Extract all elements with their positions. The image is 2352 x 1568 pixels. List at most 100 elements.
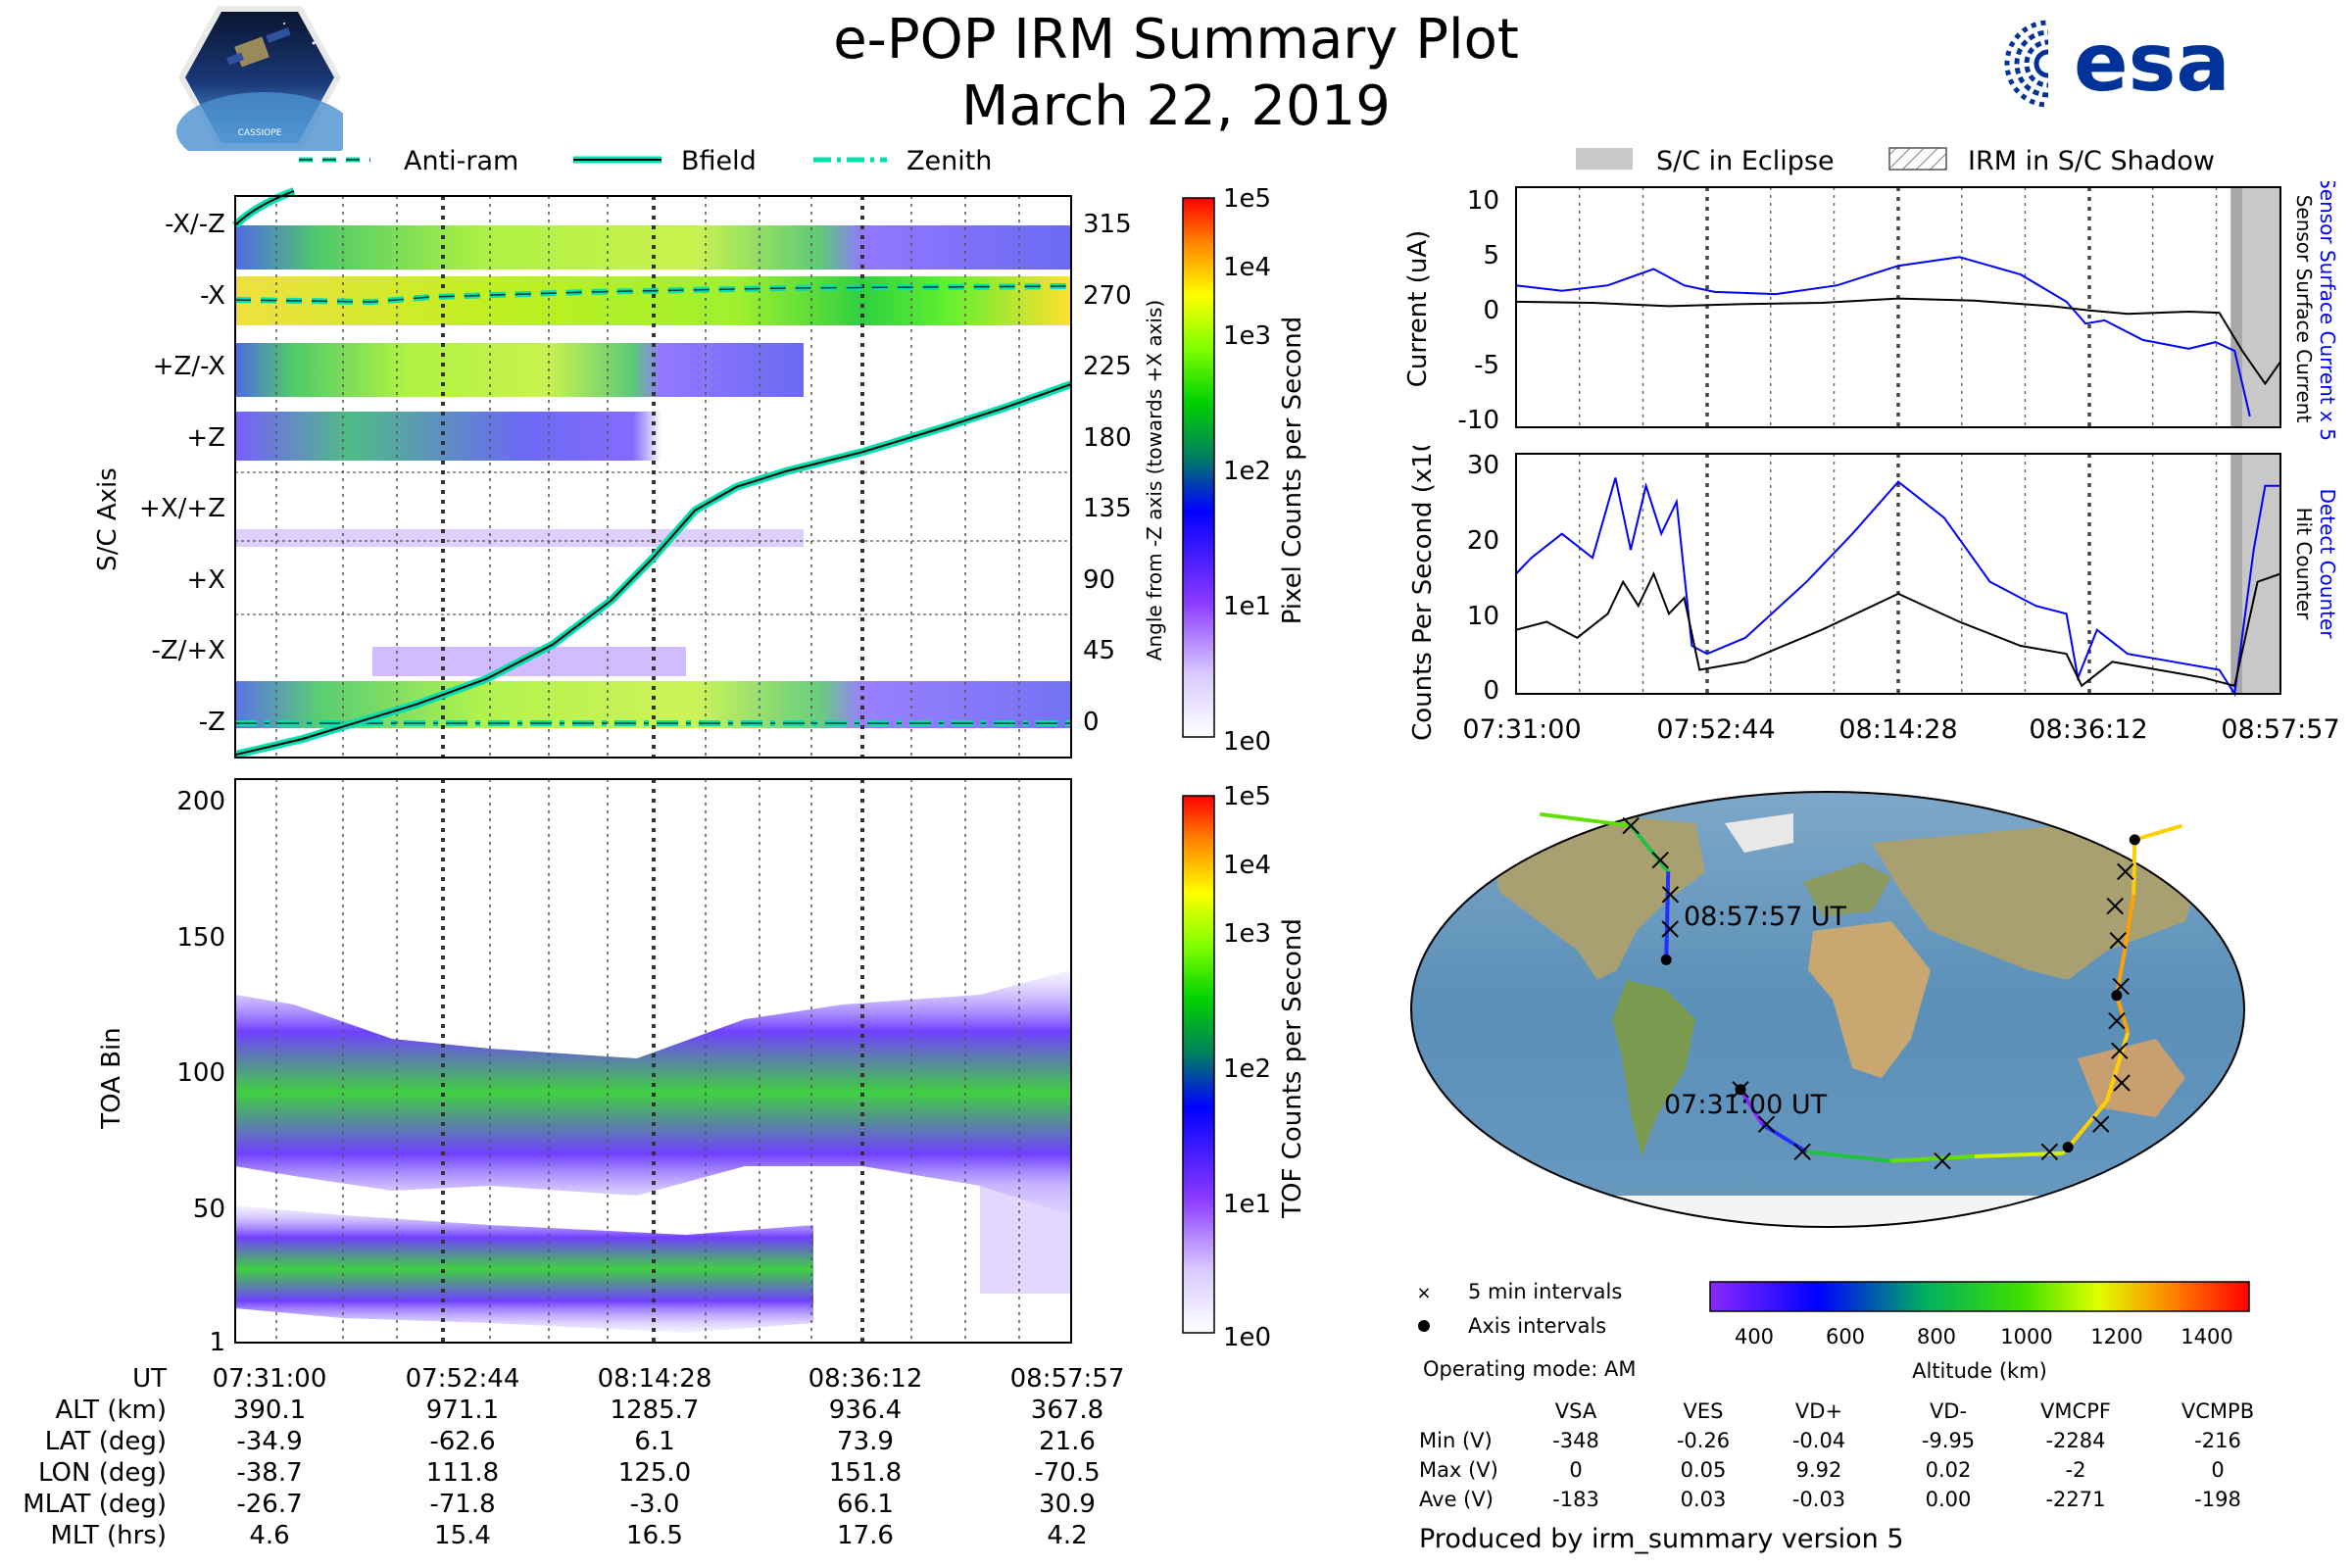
orbit-5min-marker xyxy=(1661,920,1679,938)
angle-tick-135: 135 xyxy=(1083,494,1132,523)
toa-lower-band xyxy=(235,1205,813,1333)
orbit-cell: 151.8 xyxy=(828,1458,903,1488)
orbit-row-label: LON (deg) xyxy=(37,1458,167,1488)
orbit-row-label: LAT (deg) xyxy=(44,1427,167,1456)
voltage-cell: 0 xyxy=(2211,1458,2225,1482)
tof-cbar-tick-1e4: 1e4 xyxy=(1223,851,1271,880)
orbit-segment xyxy=(1739,1088,1764,1126)
voltage-cell: -198 xyxy=(2194,1488,2241,1511)
footer: Produced by irm_summary version 5 xyxy=(1419,1524,1904,1554)
anti-ram-core xyxy=(234,285,1072,303)
angle-tick-270: 270 xyxy=(1083,281,1132,311)
voltage-cell: -0.03 xyxy=(1791,1488,1846,1511)
counts-right-blue: Detect Counter xyxy=(2316,489,2339,640)
orbit-row-label: MLAT (deg) xyxy=(23,1490,167,1519)
map-legend: × 5 min intervals Axis intervals Operati… xyxy=(1416,1280,2250,1383)
x-tick-1: 07:52:44 xyxy=(1656,714,1775,745)
orbit-cell: 21.6 xyxy=(1039,1427,1096,1456)
orbit-track xyxy=(1540,811,2183,1170)
orbit-segment xyxy=(1629,824,1670,873)
tof-cbar-tick-1e0: 1e0 xyxy=(1223,1323,1271,1352)
alt-tick-1400: 1400 xyxy=(2180,1325,2232,1348)
counts-tick-30: 30 xyxy=(1467,451,1499,480)
series-line xyxy=(1515,477,2280,697)
counts-tick-20: 20 xyxy=(1467,526,1499,556)
voltage-cell: -183 xyxy=(1552,1488,1599,1511)
tof-cbar-tick-1e1: 1e1 xyxy=(1223,1190,1271,1219)
orbit-cell: 30.9 xyxy=(1039,1490,1096,1519)
x-tick-3: 08:36:12 xyxy=(2029,714,2147,745)
orbit-cell: -71.8 xyxy=(429,1490,496,1519)
toa-spectrogram: 200 150 100 50 1 TOA Bin 1e5 1e4 1e3 1e2… xyxy=(97,778,1307,1357)
orbit-segment xyxy=(1761,1122,1808,1153)
axis-label-mz: -Z xyxy=(199,708,225,737)
orbit-cell: -3.0 xyxy=(629,1490,680,1519)
orbit-cell: 66.1 xyxy=(837,1490,894,1519)
angle-tick-180: 180 xyxy=(1083,423,1132,453)
europe xyxy=(1803,862,1891,916)
voltage-cell: 9.92 xyxy=(1795,1458,1842,1482)
orbit-cell: -34.9 xyxy=(236,1427,303,1456)
counts-plot: 30 20 10 0 Counts Per Second (x10³) 07:3… xyxy=(1408,446,2340,745)
orbit-cell: 390.1 xyxy=(232,1396,307,1425)
orbit-5min-marker xyxy=(1622,816,1640,835)
legend-shadow-swatch xyxy=(1888,147,1947,171)
tof-cbar-label: TOF Counts per Second xyxy=(1278,918,1307,1219)
voltage-col-header: VD+ xyxy=(1794,1399,1843,1423)
orbit-row-label: ALT (km) xyxy=(55,1396,167,1425)
axis-label-xz: -X/-Z xyxy=(165,210,225,239)
toa-tick-1: 1 xyxy=(209,1328,225,1357)
orbit-segment xyxy=(2133,823,2183,842)
current-right-black: Sensor Surface Current xyxy=(2292,195,2316,423)
alt-tick-1000: 1000 xyxy=(2000,1325,2052,1348)
voltage-cell: -216 xyxy=(2194,1429,2241,1452)
current-tick-5: 5 xyxy=(1483,241,1499,270)
x-tick-0: 07:31:00 xyxy=(1462,714,1581,745)
toa-ylabel: TOA Bin xyxy=(97,1027,126,1129)
pixel-cbar-tick-1e2: 1e2 xyxy=(1223,457,1271,486)
orbit-5min-marker xyxy=(1934,1152,1951,1170)
legend-eclipse-swatch xyxy=(1576,148,1633,170)
counts-right-black: Hit Counter xyxy=(2292,508,2316,620)
bfield-wrap-core xyxy=(234,190,295,226)
current-tick-0: 0 xyxy=(1483,296,1499,325)
orbit-cell: 1285.7 xyxy=(610,1396,700,1425)
series-line xyxy=(1515,256,2251,417)
current-tick-m10: -10 xyxy=(1458,406,1499,435)
orbit-row-label: MLT (hrs) xyxy=(50,1521,168,1550)
band-zx2 xyxy=(372,647,686,676)
orbit-5min-marker xyxy=(2117,862,2134,881)
voltage-table: VSA VES VD+ VD- VMCPF VCMPB Min (V) -348 -0.26 -0… xyxy=(1419,1399,2281,1519)
orbit-label-end: 08:57:57 UT xyxy=(1684,902,1847,932)
orbit-segment xyxy=(1806,1150,1891,1163)
orbit-5min-marker xyxy=(2113,1074,2131,1092)
asia xyxy=(1872,823,2205,980)
toa-tick-200: 200 xyxy=(176,787,225,816)
voltage-col-header: VSA xyxy=(1554,1399,1597,1423)
plot-frame xyxy=(1515,186,2281,428)
orbit-segment xyxy=(2114,995,2131,1034)
orbit-5min-marker xyxy=(1757,1115,1776,1133)
orbit-segment xyxy=(1664,871,1671,960)
orbit-5min-marker xyxy=(1651,851,1669,869)
legend-axis-intervals: Axis intervals xyxy=(1468,1314,1606,1338)
angle-tick-315: 315 xyxy=(1083,210,1132,239)
toa-tail xyxy=(980,1186,1071,1294)
cassiope-logo: CASSIOPE xyxy=(176,6,343,151)
orbit-5min-marker xyxy=(2092,1115,2110,1133)
axis-label-zx: +Z/-X xyxy=(153,352,225,381)
page-title: e-POP IRM Summary Plot xyxy=(833,8,1519,72)
alt-tick-1200: 1200 xyxy=(2090,1325,2142,1348)
counts-tick-10: 10 xyxy=(1467,602,1499,631)
voltage-col-header: VCMPB xyxy=(2180,1399,2255,1423)
pixel-cbar-tick-1e0: 1e0 xyxy=(1223,727,1271,757)
current-right-blue: Sensor Surface Current x 5 xyxy=(2316,181,2339,441)
axis-spectrogram: -X/-Z -X +Z/-X +Z +X/+Z +X -Z/+X -Z S/C … xyxy=(93,186,1307,760)
legend-shadow: IRM in S/C Shadow xyxy=(1968,146,2215,176)
tof-cbar-tick-1e3: 1e3 xyxy=(1223,919,1271,949)
voltage-cell: -2284 xyxy=(2045,1429,2106,1452)
page-date: March 22, 2019 xyxy=(961,74,1391,138)
africa xyxy=(1808,921,1931,1078)
legend-eclipse: S/C in Eclipse xyxy=(1656,146,1835,176)
voltage-cell: 0 xyxy=(1569,1458,1583,1482)
